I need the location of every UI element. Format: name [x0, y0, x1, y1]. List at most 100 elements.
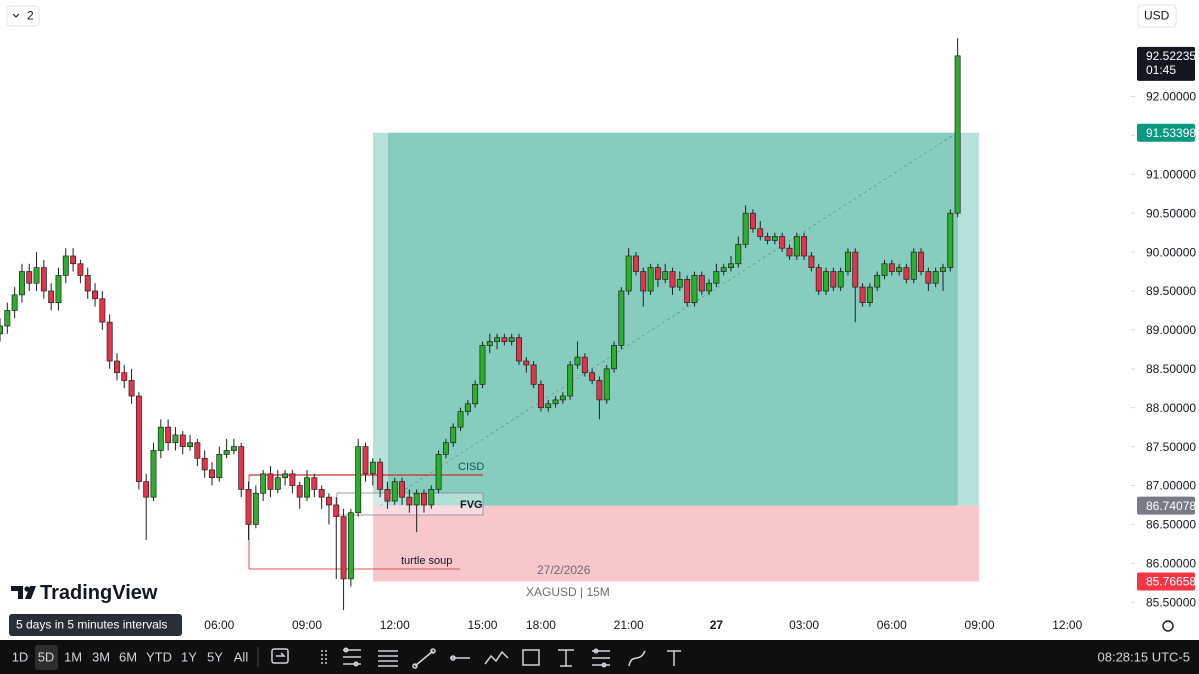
candle-body [326, 496, 332, 506]
candle-body [340, 516, 347, 580]
candle-body [311, 477, 318, 490]
candle-body [530, 364, 537, 385]
candle-body [508, 337, 515, 342]
x-tick-label: 09:00 [965, 618, 995, 632]
candle-body [428, 489, 435, 506]
take-profit-price-bg [1137, 123, 1195, 142]
interval-value[interactable]: 2 [27, 9, 34, 23]
y-tick-label: 89.50000 [1146, 284, 1196, 298]
candle-body [333, 504, 340, 517]
candle-body [99, 298, 106, 323]
candle-body [706, 282, 713, 292]
toolbar-bg [0, 640, 1199, 674]
candle-body [647, 267, 654, 292]
y-tick-label: 85.50000 [1146, 595, 1196, 609]
candle-body [925, 271, 932, 284]
range-button[interactable]: All [234, 649, 249, 664]
candle-body [304, 477, 310, 498]
range-button[interactable]: 1D [12, 649, 29, 664]
candle-body [757, 228, 764, 237]
candle-body [4, 310, 11, 327]
candle-body [114, 360, 120, 374]
candle-body [18, 271, 25, 296]
candle-body [625, 255, 632, 292]
candle-body [230, 446, 237, 451]
candle-body [362, 446, 369, 475]
candle-body [55, 275, 62, 304]
candle-body [267, 473, 274, 490]
tooltip: 5 days in 5 minutes intervals [16, 618, 167, 632]
x-tick-label: 09:00 [292, 618, 322, 632]
candle-body [537, 384, 544, 409]
candle-body [808, 255, 815, 268]
range-button[interactable]: 5D [38, 649, 55, 664]
entry-price: 86.74078 [1146, 499, 1196, 513]
candle-body [676, 278, 683, 288]
range-button[interactable]: 6M [119, 649, 137, 664]
candle-body [187, 442, 194, 447]
candle-body [823, 271, 829, 292]
candle-body [296, 485, 303, 498]
candle-body [143, 481, 150, 498]
candle-body [40, 267, 47, 292]
candle-body [801, 236, 808, 257]
toolbar-icons[interactable] [271, 647, 681, 669]
countdown: 01:45 [1146, 63, 1176, 77]
candle-body [406, 496, 413, 506]
candle-body [713, 271, 720, 284]
candle-body [369, 461, 376, 475]
currency[interactable]: USD [1144, 9, 1170, 23]
candle-body [698, 275, 705, 292]
y-tick-label: 91.00000 [1146, 167, 1196, 181]
candle-body [940, 267, 946, 272]
candle-body [150, 450, 157, 498]
candle-body [62, 255, 69, 276]
candle-body [157, 426, 164, 451]
candle-body [581, 356, 588, 374]
candle-body [92, 290, 98, 300]
candle-body [106, 321, 113, 362]
candle-body [559, 395, 566, 401]
candle-body [874, 275, 881, 288]
candle-body [918, 251, 925, 272]
tooltip-bg [9, 614, 182, 636]
chevron [12, 13, 20, 18]
candle-body [274, 477, 281, 490]
clock: 08:28:15 UTC-5 [1098, 649, 1191, 664]
candle-body [26, 271, 33, 284]
candle-body [771, 236, 778, 241]
range-button[interactable]: 5Y [207, 649, 223, 664]
candle-body [450, 426, 457, 444]
candle-body [574, 356, 581, 366]
candle-body [567, 364, 574, 397]
candle-body [442, 442, 449, 455]
candle-body [640, 271, 647, 292]
candle-body [421, 492, 427, 506]
annotation-turtle-soup: turtle soup [401, 555, 452, 567]
candle-body [252, 492, 259, 525]
candle-body [33, 267, 40, 284]
currency-button[interactable] [1137, 4, 1177, 28]
candle-body [728, 263, 734, 268]
range-button[interactable]: 1Y [181, 649, 197, 664]
range-button[interactable]: YTD [146, 649, 172, 664]
settings-icon[interactable] [1162, 620, 1174, 632]
candle-body [545, 403, 552, 409]
candle-body [223, 450, 230, 455]
candle-body [903, 267, 910, 280]
candle-body [70, 255, 77, 265]
y-tick-label: 88.00000 [1146, 401, 1196, 415]
candle-body [318, 489, 325, 498]
candle-body [172, 434, 179, 444]
interval-menu[interactable] [6, 5, 40, 27]
range-button[interactable]: 3M [92, 649, 110, 664]
candle-body [611, 345, 617, 370]
candle-body [742, 212, 749, 245]
candle-body [735, 243, 742, 265]
candle-body [910, 251, 917, 280]
range-button[interactable]: 1M [64, 649, 82, 664]
candle-body [260, 473, 267, 494]
candle-body [786, 247, 793, 257]
candle-body [479, 345, 486, 385]
